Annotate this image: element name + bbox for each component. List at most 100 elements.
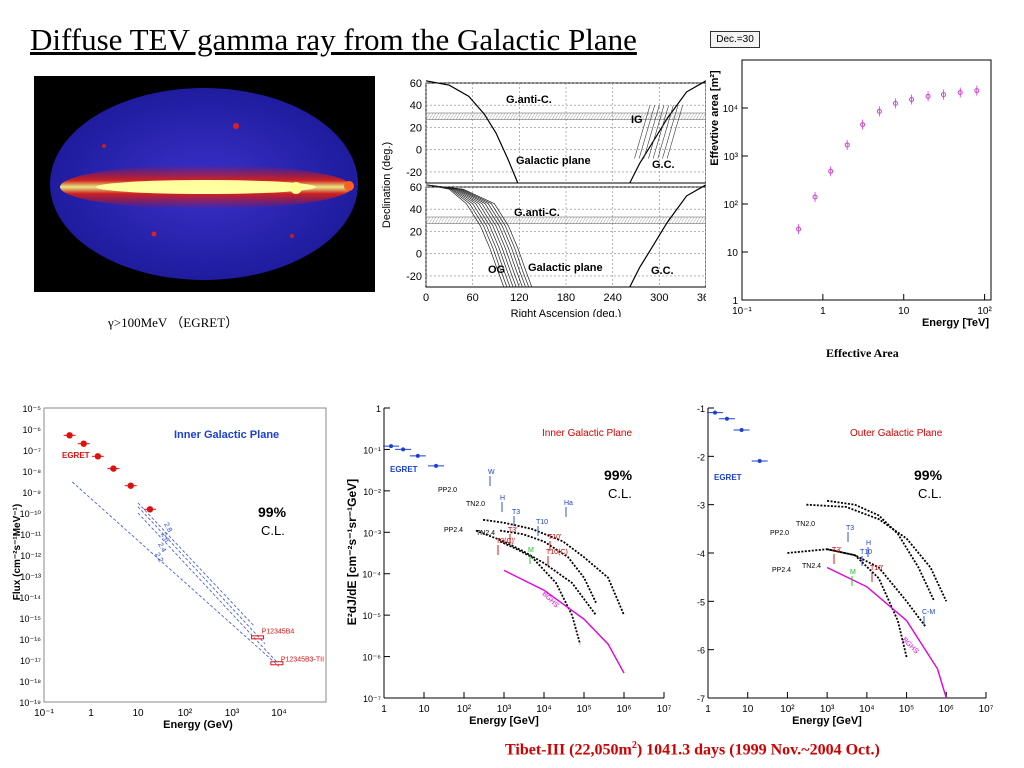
decl-hatch-bottom (515, 216, 521, 224)
p3-plot-ytick: -2 (697, 452, 705, 462)
galactic-center-label-top: G.C. (652, 159, 675, 171)
decl-hatch-bottom (566, 216, 572, 224)
p1-index-label: 2.2 (153, 552, 164, 564)
decl-hatch-top (491, 112, 497, 120)
decl-hatch-top (674, 112, 680, 120)
p3-plot-series-pp20 (806, 503, 948, 602)
decl-hatch-bottom (569, 216, 575, 224)
eff-point (909, 97, 915, 103)
decl-hatch-top (632, 112, 638, 120)
p2-plot-confidence: 99% (604, 467, 633, 483)
p1-ytick: 10⁻⁶ (23, 425, 42, 435)
decl-hatch-top (521, 112, 527, 120)
decl-hatch-bottom (590, 216, 596, 224)
decl-hatch-top (515, 112, 521, 120)
decl-hatch-bottom (473, 216, 479, 224)
decl-hatch-top (446, 112, 452, 120)
decl-hatch-bottom (638, 216, 644, 224)
decl-hatch-top (509, 112, 515, 120)
decl-hatch-bottom (521, 216, 527, 224)
decl-hatch-top (470, 112, 476, 120)
p1-index-line (137, 506, 266, 644)
decl-hatch-top (467, 112, 473, 120)
p1-title: Inner Galactic Plane (174, 429, 279, 441)
p1-ytick: 10⁻⁸ (22, 467, 41, 477)
decl-hatch-top (560, 112, 566, 120)
p1-ytick: 10⁻¹¹ (20, 530, 41, 540)
decl-hatch-bottom (659, 216, 665, 224)
effective-area-caption: Effective Area (826, 346, 899, 360)
decl-hatch-top (533, 112, 539, 120)
decl-hatch-top (455, 112, 461, 120)
decl-hatch-top (545, 112, 551, 120)
eff-xtick: 10⁻¹ (732, 306, 752, 317)
p1-ytick: 10⁻¹⁹ (19, 698, 41, 708)
decl-hatch-bottom (641, 216, 647, 224)
decl-hatch-bottom (614, 216, 620, 224)
galactic-anti-center-curve-top (425, 80, 519, 184)
decl-hatch-top (590, 112, 596, 120)
decl-hatch-top (557, 112, 563, 120)
decl-hatch-bottom (539, 216, 545, 224)
decl-hatch-top (473, 112, 479, 120)
decl-hatch-bottom (533, 216, 539, 224)
decl-ytick-bottom: 60 (410, 182, 422, 194)
decl-hatch-top (698, 112, 704, 120)
decl-hatch-top (617, 112, 623, 120)
decl-hatch-bottom (629, 216, 635, 224)
decl-hatch-bottom (599, 216, 605, 224)
decl-hatch-bottom (557, 216, 563, 224)
ig-region-hatch (662, 105, 679, 159)
declination-plot-area: 6040200-206040200-20060120180240300360Ri… (381, 78, 710, 317)
p1-upper-limit-label: P12345B3-TII (281, 656, 324, 663)
decl-hatch-top (701, 112, 707, 120)
footer-suffix: ) 1041.3 days (1999 Nov.~2004 Oct.) (636, 741, 880, 759)
p1-egret-point (94, 453, 102, 460)
decl-xtick: 0 (423, 292, 429, 304)
inner-egret-flux-chart: 10⁻¹ 1 10 10² 10³ 10⁴ 10⁻⁵ 10⁻⁶ 10⁻⁷ 10⁻⁸ 10⁻⁹ 10⁻¹… (12, 404, 327, 731)
p2-plot-xtick: 10² (457, 704, 472, 715)
p1-xtick: 10 (132, 708, 144, 719)
decl-hatch-bottom (479, 216, 485, 224)
p1-index-line (137, 512, 278, 663)
p2-plot-xtick: 10⁴ (536, 704, 551, 715)
decl-hatch-bottom (620, 216, 626, 224)
decl-xtick: 120 (510, 292, 528, 304)
decl-hatch-top (614, 112, 620, 120)
decl-ytick-top: 60 (410, 78, 422, 90)
dec-badge: Dec.=30 (710, 31, 760, 48)
decl-hatch-bottom (464, 216, 470, 224)
decl-hatch-bottom (545, 216, 551, 224)
p1-ylabel: Flux (cm⁻²s⁻¹MeV⁻¹) (12, 504, 23, 600)
ig-region-hatch (638, 105, 655, 159)
decl-hatch-bottom (611, 216, 617, 224)
p3-plot-series-tn20 (826, 499, 936, 602)
p1-index-label: 2.4 (156, 542, 167, 554)
decl-ytick-top: 0 (416, 145, 422, 157)
decl-hatch-bottom (587, 216, 593, 224)
decl-hatch-top (425, 112, 431, 120)
p3-plot-title: Outer Galactic Plane (850, 428, 943, 439)
p2-plot-measurement-label: M (528, 547, 534, 554)
p2-plot-egret-point (415, 453, 420, 458)
p2-plot-egret-point (389, 444, 394, 449)
decl-hatch-bottom (431, 216, 437, 224)
p2-plot-model-label: PP2.0 (438, 487, 457, 494)
decl-hatch-top (503, 112, 509, 120)
p2-plot-ytick: 10⁻⁴ (362, 570, 381, 580)
decl-hatch-top (527, 112, 533, 120)
decl-hatch-bottom (671, 216, 677, 224)
decl-hatch-top (581, 112, 587, 120)
decl-hatch-top (464, 112, 470, 120)
p1-upper-limit (251, 635, 265, 640)
p2-plot-ytick: 10⁻⁶ (363, 653, 382, 663)
p1-ytick: 10⁻¹⁰ (20, 509, 42, 519)
decl-hatch-top (458, 112, 464, 120)
p3-plot-egret-point (757, 459, 762, 464)
p3-plot-xtick: 10⁷ (979, 704, 994, 715)
p3-plot-xtick: 10⁴ (859, 704, 874, 715)
p3-plot-measurement-label: T3 (846, 525, 854, 532)
p3-plot-confidence-label: C.L. (918, 486, 942, 501)
eff-ytick: 10³ (724, 152, 739, 163)
decl-hatch-bottom (485, 216, 491, 224)
